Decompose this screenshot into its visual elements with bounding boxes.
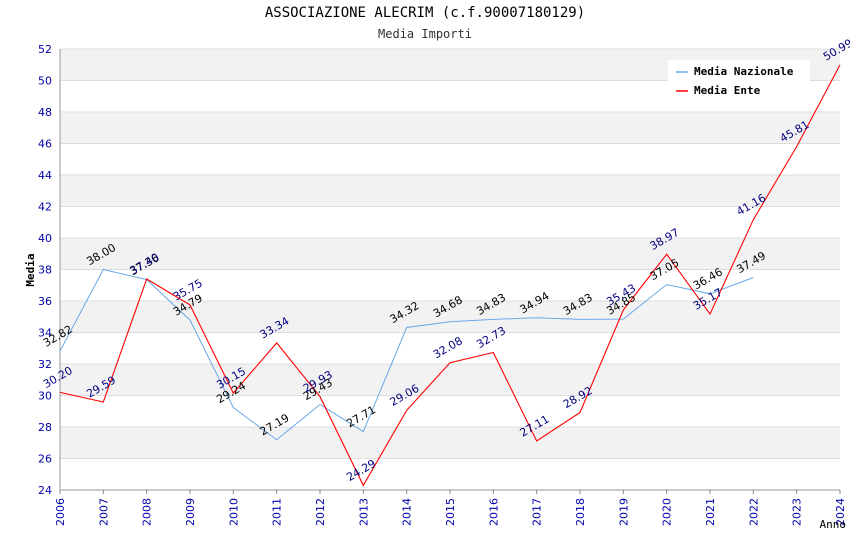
x-tick-label: 2024: [834, 498, 847, 526]
x-tick-label: 2022: [747, 498, 760, 526]
x-tick-label: 2019: [617, 498, 630, 526]
y-tick-label: 46: [38, 138, 52, 151]
y-tick-label: 24: [38, 484, 52, 497]
y-tick-label: 32: [38, 358, 52, 371]
series-line-media-nazionale: [59, 268, 754, 441]
data-label-media-ente: 32.08: [431, 334, 465, 361]
y-tick-label: 48: [38, 106, 52, 119]
grid-band: [60, 238, 840, 270]
y-tick-label: 42: [38, 201, 52, 214]
y-tick-label: 40: [38, 232, 52, 245]
y-tick-label: 26: [38, 453, 52, 466]
x-tick-label: 2006: [54, 498, 67, 526]
x-tick-label: 2020: [661, 498, 674, 526]
chart-subtitle: Media Importi: [378, 27, 472, 41]
y-tick-label: 36: [38, 295, 52, 308]
legend-label-media-ente: Media Ente: [694, 84, 761, 97]
legend-box: [668, 60, 810, 100]
x-tick-label: 2016: [487, 498, 500, 526]
grid-band: [60, 364, 840, 396]
y-tick-label: 50: [38, 75, 52, 88]
x-tick-label: 2011: [271, 498, 284, 526]
x-tick-label: 2014: [401, 498, 414, 526]
grid-bands: [60, 49, 840, 459]
grid-band: [60, 112, 840, 144]
grid-band: [60, 427, 840, 459]
x-tick-label: 2023: [791, 498, 804, 526]
y-tick-label: 44: [38, 169, 52, 182]
y-tick-label: 30: [38, 390, 52, 403]
y-tick-label: 34: [38, 327, 52, 340]
x-tick-label: 2015: [444, 498, 457, 526]
x-axis-ticks: 2006 2007 2008 2009 2010 2011 2012 2013 2014 2015…: [54, 498, 847, 526]
axes: [59, 49, 840, 491]
x-tick-label: 2017: [531, 498, 544, 526]
x-tick-label: 2008: [141, 498, 154, 526]
series-line-media-ente: [59, 64, 841, 487]
y-tick-label: 38: [38, 264, 52, 277]
data-label-media-nazionale: 27.71: [344, 403, 378, 430]
x-tick-label: 2007: [97, 498, 110, 526]
x-tick-label: 2018: [574, 498, 587, 526]
y-tick-label: 28: [38, 421, 52, 434]
legend-label-media-nazionale: Media Nazionale: [694, 65, 794, 78]
x-tick-label: 2021: [704, 498, 717, 526]
x-tick-label: 2012: [314, 498, 327, 526]
chart-title: ASSOCIAZIONE ALECRIM (c.f.90007180129): [264, 5, 586, 21]
x-tick-label: 2009: [184, 498, 197, 526]
x-tick-label: 2013: [357, 498, 370, 526]
x-tick-label: 2010: [227, 498, 240, 526]
grid-band: [60, 175, 840, 207]
series-lines: [59, 64, 841, 487]
x-axis-label: Anno: [820, 518, 847, 531]
y-axis-label: Media: [24, 253, 37, 286]
grid-band: [60, 301, 840, 333]
legend: Media Nazionale Media Ente: [668, 60, 810, 100]
y-axis-ticks: 24 26 28 30 32 34 36 38 40 42 44 46 48 50 52: [38, 43, 52, 497]
y-tick-label: 52: [38, 43, 52, 56]
